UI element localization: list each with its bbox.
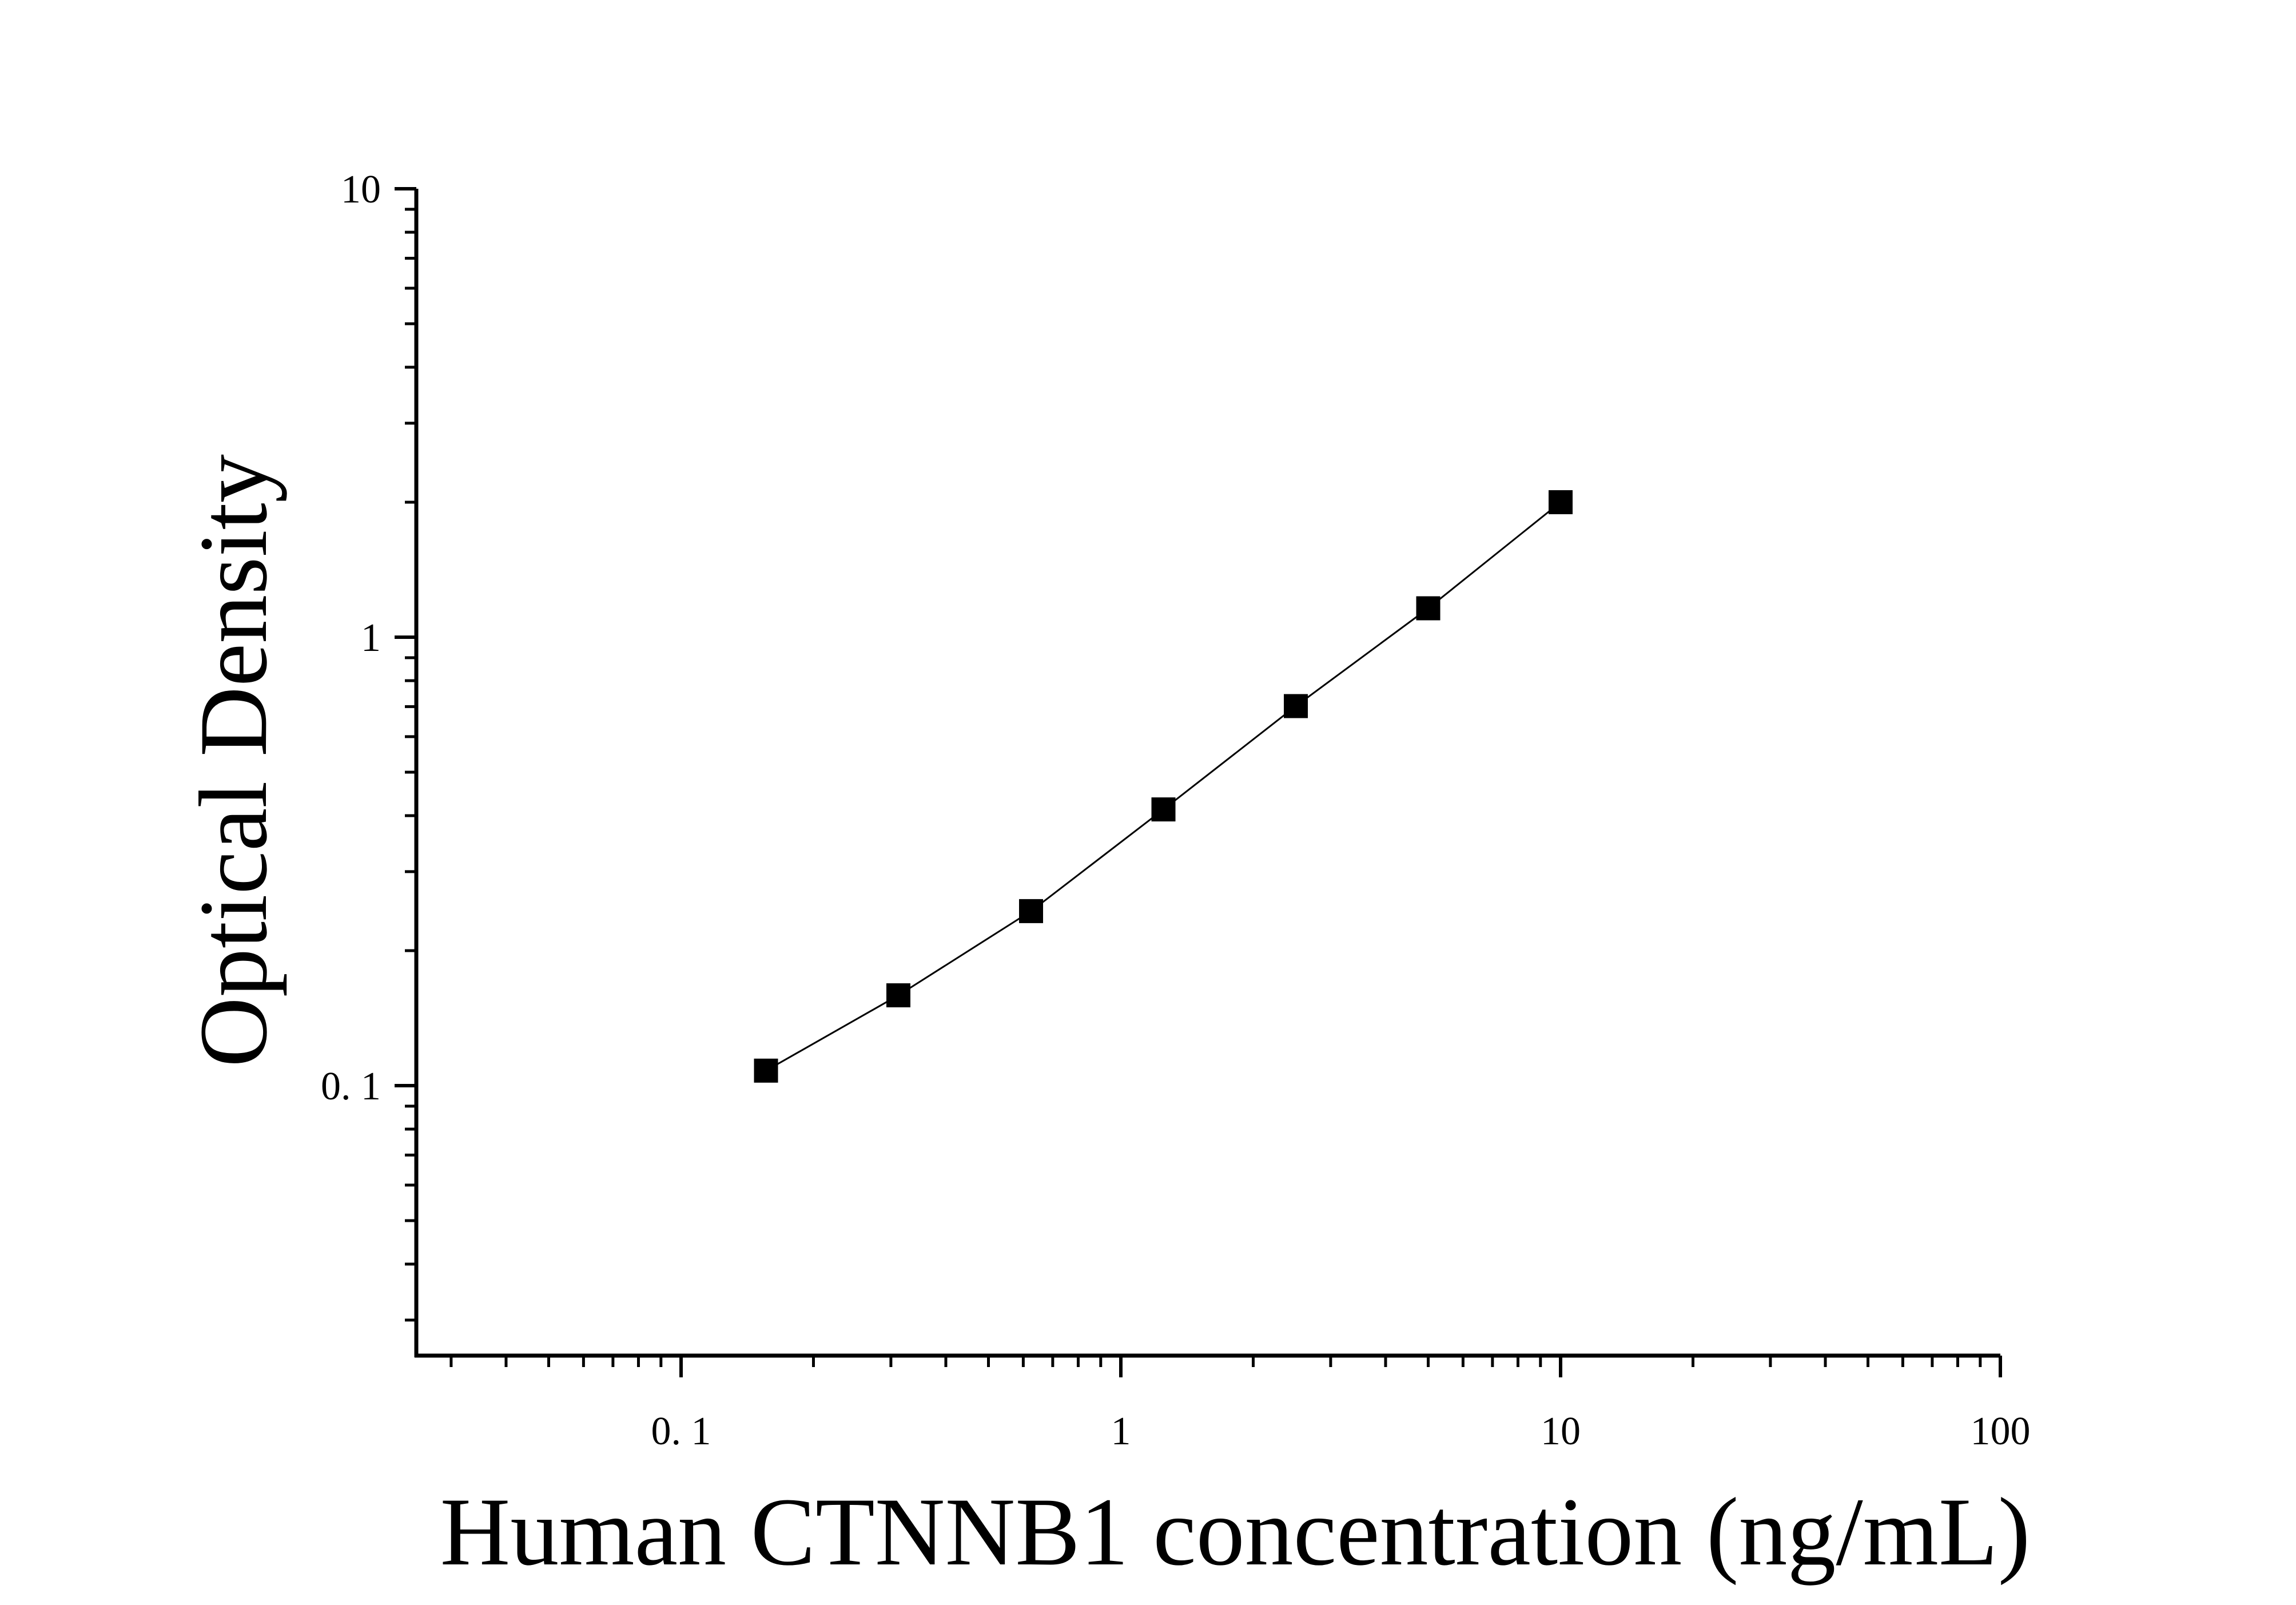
y-tick-label: 10 [341, 168, 381, 212]
data-point-marker [1416, 596, 1441, 621]
x-axis-title: Human CTNNB1 concentration (ng/mL) [440, 1478, 2031, 1586]
y-tick-label: 0. 1 [321, 1064, 381, 1109]
x-tick-label: 100 [1971, 1409, 2031, 1453]
axes [414, 189, 2000, 1358]
x-tick-label: 1 [1111, 1409, 1131, 1453]
y-tick-label: 1 [361, 616, 381, 660]
data-point-marker [1151, 797, 1176, 822]
y-axis-title: Optical Density [180, 454, 287, 1067]
x-tick-label: 10 [1541, 1409, 1581, 1453]
fit-curve-line [765, 501, 1561, 1072]
ticks [395, 187, 2002, 1377]
tick-labels: 0. 1 1 10 100 0. 1 1 10 [321, 168, 2031, 1453]
data-point-marker [1284, 694, 1308, 718]
data-point-marker [754, 1058, 778, 1083]
plot-area [754, 490, 1573, 1083]
data-point-marker [1019, 899, 1044, 923]
x-tick-label: 0. 1 [651, 1409, 711, 1453]
data-point-marker [886, 983, 910, 1008]
data-point-marker [1548, 490, 1573, 514]
